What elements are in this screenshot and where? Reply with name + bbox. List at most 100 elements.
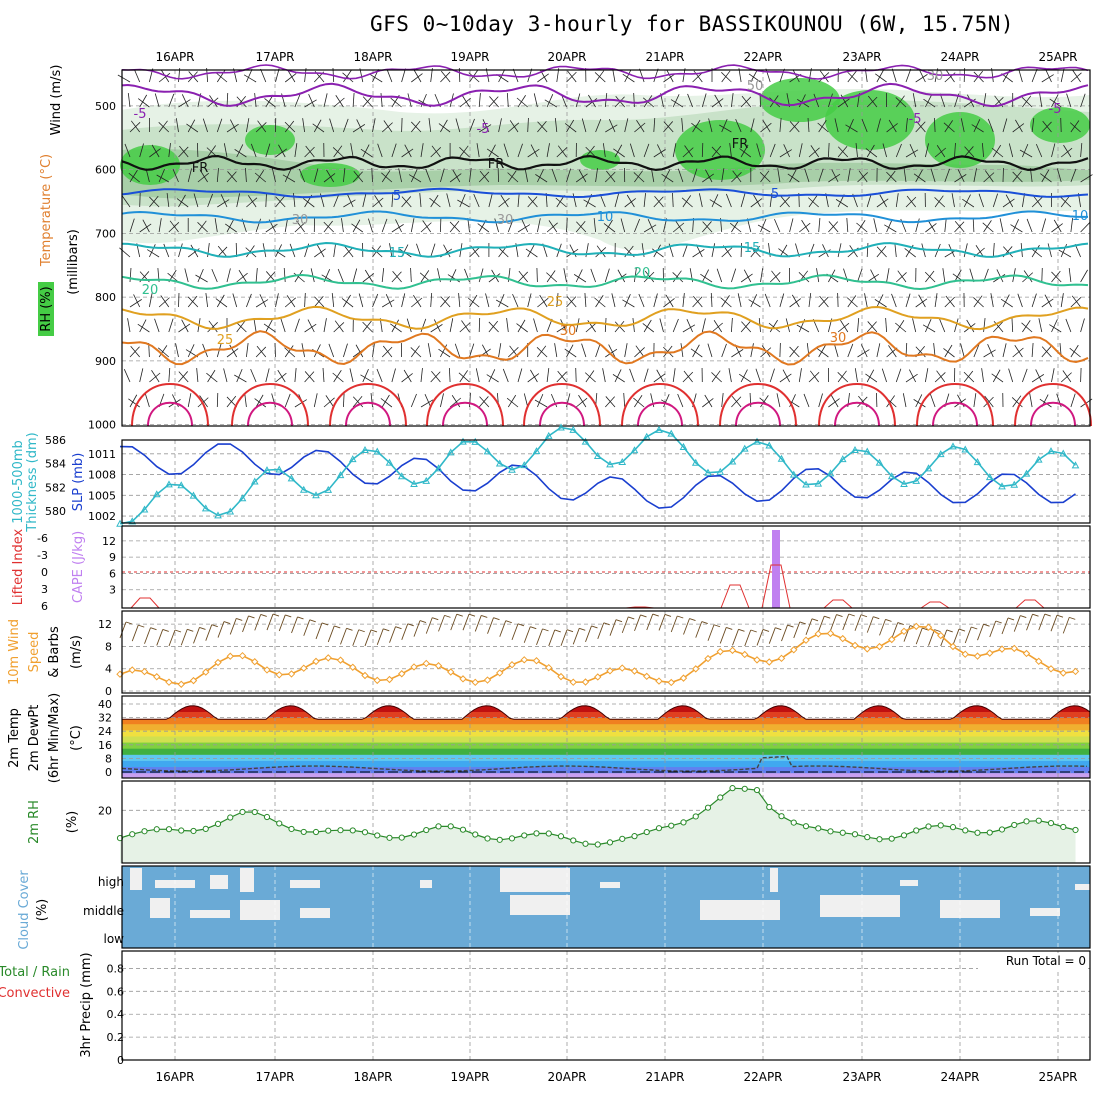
wind-barb [482, 119, 490, 133]
wind-barb [594, 72, 606, 83]
wind-barb [585, 370, 595, 383]
wind-barb [1014, 345, 1023, 358]
wind-barb [151, 144, 160, 158]
wind-barb [702, 173, 714, 183]
wind-barb [516, 97, 528, 108]
wind-barb [895, 193, 899, 208]
wind-speed-marker [569, 678, 577, 686]
wind-barb [954, 221, 965, 233]
contour-35 [329, 383, 407, 427]
wind-barb [714, 94, 723, 108]
wind-barb [833, 343, 839, 358]
wind-barb [946, 70, 955, 83]
wind-barb [748, 73, 761, 83]
wind-barb [447, 274, 461, 283]
wind-barb [1002, 294, 1010, 308]
wind-barb [934, 197, 946, 208]
wind-barb [888, 119, 897, 133]
wind-barb [440, 71, 451, 83]
wind-barb [544, 99, 558, 108]
wind-speed-marker [839, 634, 847, 643]
wind-barb [700, 273, 713, 283]
rh-marker [435, 823, 442, 830]
wind-barb [294, 222, 306, 233]
wind-barb [686, 319, 693, 333]
wind-barb [720, 297, 732, 308]
wind-barb [425, 168, 432, 183]
wind-barb [760, 395, 769, 408]
wind-barb [420, 399, 434, 408]
wind-barb [128, 398, 140, 408]
cloud-gap [940, 900, 1000, 918]
wind-barb [546, 222, 558, 233]
rh-marker [668, 822, 675, 829]
ylabel-speed: Speed [27, 632, 42, 673]
cloud-gap [290, 880, 320, 888]
thickness-marker [753, 437, 761, 445]
wind-barb [721, 343, 727, 358]
wind-barb-feather [248, 615, 255, 619]
wind-barb [413, 295, 422, 308]
wind-barb-10m [217, 621, 225, 638]
wind-barb-feather [860, 614, 868, 618]
wind-barb-10m [340, 628, 347, 645]
wind-barb-feather [713, 624, 721, 628]
wind-barb [769, 143, 776, 158]
wind-barb [857, 318, 860, 333]
date-label-top: 24APR [940, 50, 979, 64]
wind-barb [181, 94, 189, 108]
wind-barb [226, 92, 229, 108]
rh-marker [631, 833, 638, 840]
wind-barb [459, 146, 470, 158]
wind-barb [834, 118, 839, 133]
wind-speed-marker [1010, 644, 1018, 653]
wind-barb [837, 243, 842, 258]
wind-barb [972, 217, 975, 233]
thickness-marker [949, 442, 957, 450]
contour-label: 30 [497, 213, 514, 228]
wind-barb [731, 219, 740, 233]
wind-barb [644, 270, 655, 283]
wind-barb [623, 393, 626, 408]
wind-barb [234, 374, 247, 383]
wind-barb [254, 398, 267, 408]
wind-barb [169, 220, 179, 233]
rh-marker [876, 836, 883, 843]
wind-barb [294, 399, 307, 408]
wind-speed-marker [263, 666, 271, 674]
wind-barb [608, 344, 616, 358]
rh-marker [864, 834, 871, 841]
wind-barb [666, 69, 674, 83]
wind-barb [1000, 298, 1013, 308]
wind-barb [831, 169, 839, 183]
wind-tick: 12 [98, 618, 112, 631]
slp-left-tick: 582 [45, 481, 66, 494]
rh-blob [300, 163, 360, 187]
wind-barb [352, 396, 364, 408]
wind-barb [329, 118, 335, 133]
li-tick: 0 [41, 566, 48, 579]
wind-barb [1056, 168, 1062, 183]
wind-barb [837, 98, 850, 108]
rh-marker [178, 827, 185, 834]
wind-barb [554, 343, 558, 358]
wind-barb [537, 169, 544, 183]
wind-barb-10m [964, 626, 972, 644]
contour-40 [442, 401, 488, 427]
wind-barb [886, 171, 897, 183]
wind-barb [999, 218, 1004, 233]
wind-barb [187, 296, 199, 308]
wind-barb [643, 143, 650, 158]
wind-barb [247, 195, 257, 208]
wind-barb-feather [1069, 616, 1076, 620]
wind-barb [478, 93, 481, 108]
wind-barb [246, 197, 258, 208]
wind-barb [702, 221, 713, 233]
contour-35 [916, 383, 994, 427]
wind-barb [902, 393, 907, 408]
wind-barb [158, 72, 171, 83]
wind-barb [313, 168, 319, 183]
wind-barb [1070, 168, 1077, 183]
wind-barb [391, 224, 404, 233]
wind-barb [372, 343, 375, 358]
